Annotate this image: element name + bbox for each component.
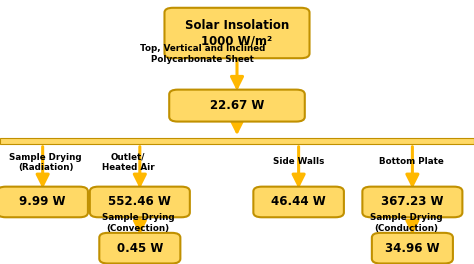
Text: Top, Vertical and Inclined
Polycarbonate Sheet: Top, Vertical and Inclined Polycarbonate… [140,44,265,64]
Text: 34.96 W: 34.96 W [385,242,440,255]
Text: 22.67 W: 22.67 W [210,99,264,112]
FancyBboxPatch shape [372,233,453,263]
Text: Solar Insolation
1000 W/m²: Solar Insolation 1000 W/m² [185,19,289,47]
FancyBboxPatch shape [0,187,88,217]
Bar [0,138,474,144]
FancyBboxPatch shape [99,233,180,263]
FancyBboxPatch shape [253,187,344,217]
FancyBboxPatch shape [362,187,462,217]
Text: 46.44 W: 46.44 W [271,195,326,209]
Text: 552.46 W: 552.46 W [109,195,171,209]
FancyBboxPatch shape [90,187,190,217]
Text: Sample Drying
(Radiation): Sample Drying (Radiation) [9,153,82,172]
Text: Sample Drying
(Convection): Sample Drying (Convection) [102,213,174,233]
Text: 0.45 W: 0.45 W [117,242,163,255]
Text: Outlet/
Heated Air: Outlet/ Heated Air [102,153,155,172]
FancyBboxPatch shape [169,90,305,121]
Text: 9.99 W: 9.99 W [19,195,66,209]
FancyBboxPatch shape [164,8,310,58]
Text: Sample Drying
(Conduction): Sample Drying (Conduction) [370,213,442,233]
Text: Bottom Plate: Bottom Plate [379,157,444,166]
Text: 367.23 W: 367.23 W [381,195,444,209]
Text: Side Walls: Side Walls [273,157,324,166]
